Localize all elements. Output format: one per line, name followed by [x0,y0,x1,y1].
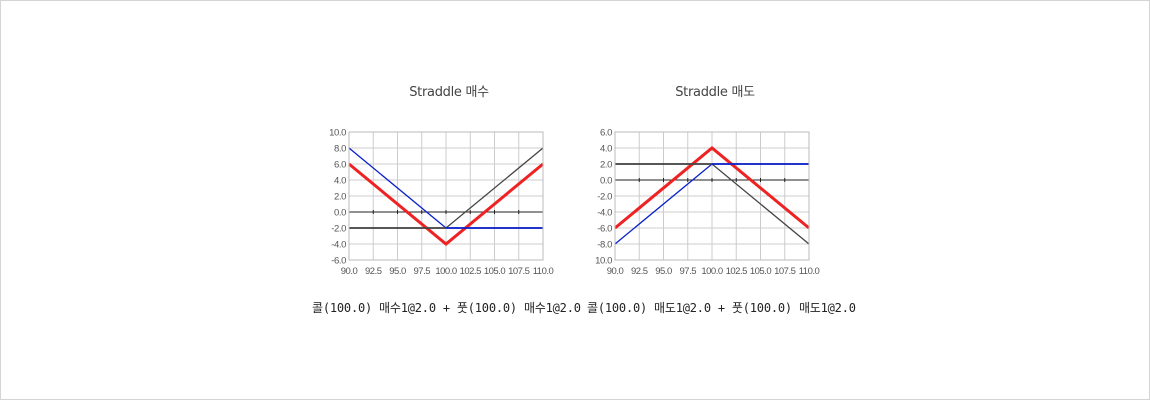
x-tick-label: 105.0 [484,266,505,277]
y-tick-label: -6.0 [331,256,346,267]
x-tick-label: 102.5 [460,266,481,277]
x-tick-label: 95.0 [389,266,406,277]
short-straddle-caption: 콜(100.0) 매도1@2.0 + 풋(100.0) 매도1@2.0 [587,301,856,315]
x-tick-label: 102.5 [726,266,747,277]
chart-title: Straddle 매도 [675,85,755,100]
x-tick-label: 90.0 [341,266,358,277]
plot-border [348,131,544,261]
y-tick-label: 2.0 [600,160,612,171]
long-straddle-caption: 콜(100.0) 매수1@2.0 + 풋(100.0) 매수1@2.0 [312,301,581,315]
series-line-total [614,146,810,230]
long-straddle-chart: 10.0 8.0 6.0 4.0 2.0 0.0 -2.0 -4.0 -6.090.0 92.5 9… [329,128,554,278]
y-tick-label: 8.0 [334,144,346,155]
y-tick-label: -2.0 [597,192,612,203]
chart-panel-short-straddle: Straddle 매도 6.0 4.0 2.0 0.0 -2.0 -4.0 -6.0 -8.0… [592,83,835,307]
y-tick-label: -6.0 [597,224,612,235]
x-tick-label: 90.0 [607,266,624,277]
chart-title: Straddle 매수 [409,85,489,100]
x-tick-label: 97.5 [680,266,697,277]
x-tick-label: 105.0 [750,266,771,277]
y-tick-label: 2.0 [334,192,346,203]
series-line-total [348,162,544,246]
y-tick-label: -2.0 [331,224,346,235]
y-tick-label: -10.0 [595,256,612,267]
short-straddle-chart: 6.0 4.0 2.0 0.0 -2.0 -4.0 -6.0 -8.0 -10.090.0 92.… [592,128,820,278]
y-tick-label: 4.0 [600,144,612,155]
x-tick-label: 107.5 [774,266,795,277]
y-tick-label: 10.0 [329,128,346,139]
x-tick-label: 97.5 [414,266,431,277]
plot-border [614,131,810,261]
y-tick-label: -4.0 [331,240,346,251]
y-tick-label: -4.0 [597,208,612,219]
y-tick-label: 6.0 [334,160,346,171]
x-tick-label: 110.0 [799,266,820,277]
y-tick-label: 0.0 [600,176,612,187]
y-tick-label: -8.0 [597,240,612,251]
x-tick-label: 110.0 [533,266,554,277]
x-tick-label: 95.0 [655,266,672,277]
y-tick-label: 0.0 [334,208,346,219]
x-tick-label: 107.5 [508,266,529,277]
y-tick-label: 4.0 [334,176,346,187]
x-tick-label: 100.0 [435,266,456,277]
x-tick-label: 92.5 [631,266,648,277]
chart-panel-long-straddle: Straddle 매수 10.0 8.0 6.0 4.0 2.0 0.0 -2.0 -4.0 -… [329,83,569,307]
x-tick-label: 92.5 [365,266,382,277]
x-tick-label: 100.0 [701,266,722,277]
y-tick-label: 6.0 [600,128,612,139]
